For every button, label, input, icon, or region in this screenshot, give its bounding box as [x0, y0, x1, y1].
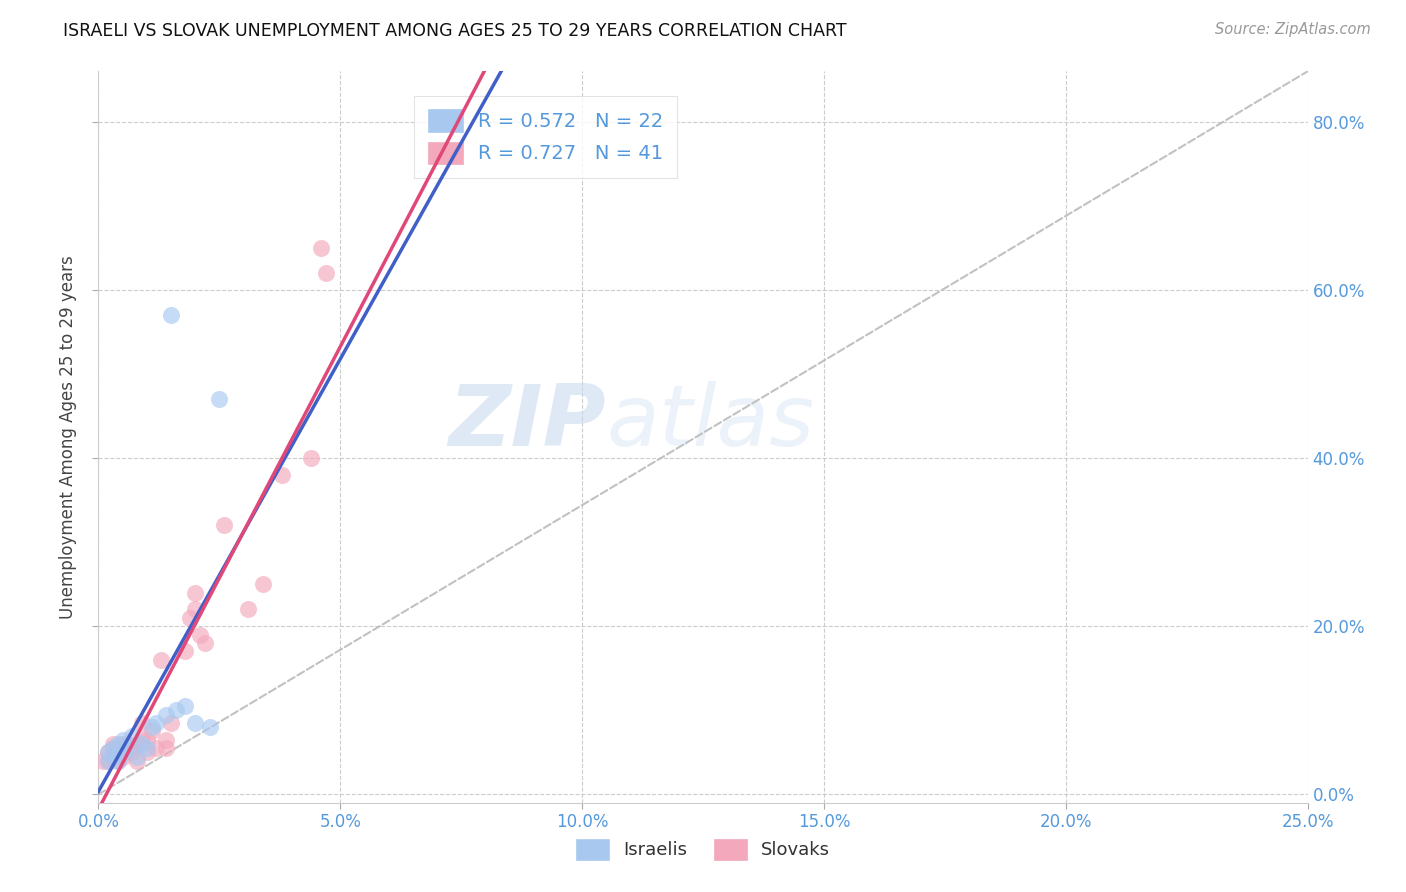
- Text: atlas: atlas: [606, 381, 814, 464]
- Point: [141, 724, 163, 739]
- Point: [165, 703, 187, 717]
- Point: [299, 451, 322, 466]
- Point: [101, 749, 124, 764]
- Point: [135, 732, 157, 747]
- Point: [127, 754, 149, 768]
- Point: [252, 577, 274, 591]
- Point: [179, 611, 201, 625]
- Point: [127, 737, 149, 751]
- Point: [101, 741, 124, 756]
- Point: [184, 585, 207, 599]
- Point: [101, 741, 124, 756]
- Point: [238, 602, 260, 616]
- Point: [111, 737, 134, 751]
- Point: [107, 741, 129, 756]
- Point: [121, 741, 143, 756]
- Point: [121, 745, 143, 759]
- Point: [117, 741, 139, 756]
- Point: [198, 720, 221, 734]
- Text: Source: ZipAtlas.com: Source: ZipAtlas.com: [1215, 22, 1371, 37]
- Point: [101, 749, 124, 764]
- Point: [188, 627, 211, 641]
- Point: [111, 749, 134, 764]
- Point: [150, 653, 173, 667]
- Point: [107, 754, 129, 768]
- Point: [160, 715, 183, 730]
- Point: [111, 732, 134, 747]
- Y-axis label: Unemployment Among Ages 25 to 29 years: Unemployment Among Ages 25 to 29 years: [59, 255, 77, 619]
- Point: [184, 602, 207, 616]
- Point: [155, 707, 177, 722]
- Point: [117, 745, 139, 759]
- Point: [131, 732, 153, 747]
- Point: [97, 754, 120, 768]
- Point: [194, 636, 217, 650]
- Point: [131, 737, 153, 751]
- Point: [174, 699, 197, 714]
- Point: [212, 518, 235, 533]
- Point: [309, 241, 332, 255]
- Point: [145, 715, 167, 730]
- Point: [97, 754, 120, 768]
- Point: [131, 715, 153, 730]
- Point: [208, 392, 231, 407]
- Legend: Israelis, Slovaks: Israelis, Slovaks: [569, 831, 837, 867]
- Point: [160, 308, 183, 322]
- Point: [135, 741, 157, 756]
- Point: [107, 745, 129, 759]
- Text: ISRAELI VS SLOVAK UNEMPLOYMENT AMONG AGES 25 TO 29 YEARS CORRELATION CHART: ISRAELI VS SLOVAK UNEMPLOYMENT AMONG AGE…: [63, 22, 846, 40]
- Point: [135, 745, 157, 759]
- Point: [271, 467, 294, 482]
- Point: [97, 745, 120, 759]
- Point: [97, 745, 120, 759]
- Point: [107, 737, 129, 751]
- Point: [91, 754, 114, 768]
- Point: [141, 720, 163, 734]
- Point: [117, 737, 139, 751]
- Point: [107, 754, 129, 768]
- Point: [101, 737, 124, 751]
- Point: [155, 741, 177, 756]
- Text: ZIP: ZIP: [449, 381, 606, 464]
- Point: [121, 729, 143, 743]
- Point: [315, 266, 337, 280]
- Point: [184, 715, 207, 730]
- Point: [111, 745, 134, 759]
- Point: [155, 732, 177, 747]
- Point: [127, 749, 149, 764]
- Point: [145, 741, 167, 756]
- Point: [174, 644, 197, 658]
- Point: [111, 741, 134, 756]
